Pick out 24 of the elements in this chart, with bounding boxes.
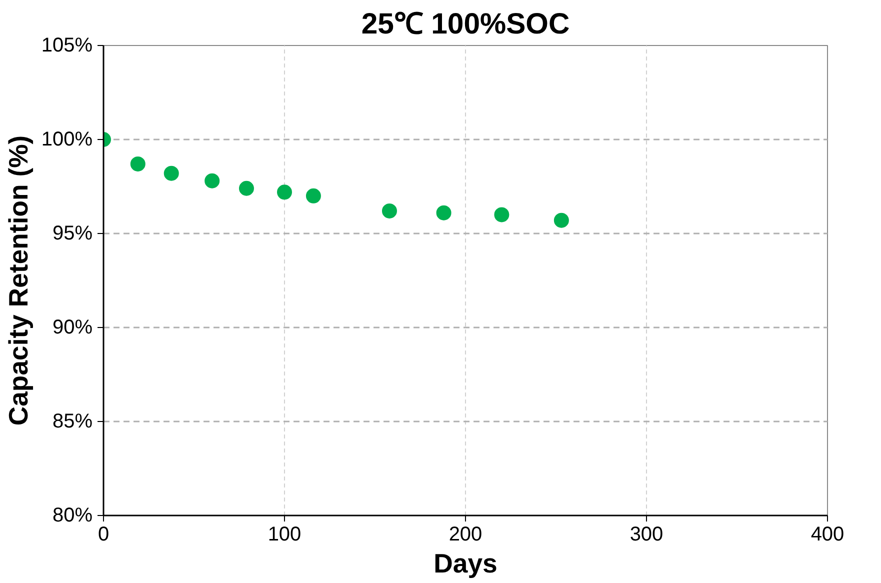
y-tick-label: 100% (41, 128, 93, 150)
x-tick-label: 0 (98, 524, 110, 546)
point (494, 207, 510, 222)
point (238, 180, 254, 196)
point (382, 203, 397, 218)
x-tick-label: 300 (630, 524, 664, 546)
x-tick-label: 200 (448, 524, 482, 546)
y-axis-title: Capacity Retention (%) (3, 135, 34, 426)
point (130, 156, 146, 172)
point (436, 205, 452, 220)
point (204, 173, 220, 188)
point (306, 188, 321, 204)
y-tick-label: 85% (52, 410, 93, 432)
x-tick-label: 400 (810, 524, 844, 546)
x-axis-title: Days (434, 548, 498, 578)
point (554, 212, 569, 228)
y-tick-label: 90% (52, 316, 93, 338)
point (164, 166, 179, 181)
y-tick-label: 95% (52, 222, 93, 244)
x-tick-label: 100 (268, 524, 302, 546)
y-tick-label: 105% (41, 34, 93, 56)
y-tick-label: 80% (52, 504, 93, 526)
point (277, 184, 292, 200)
chart-title: 25℃ 100%SOC (361, 8, 570, 40)
